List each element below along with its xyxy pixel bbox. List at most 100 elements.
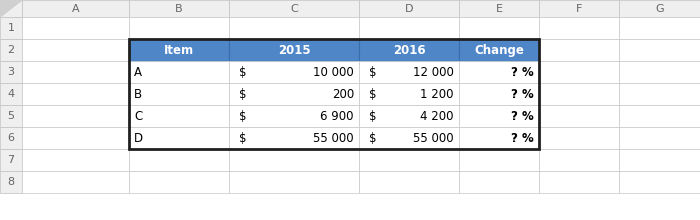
Text: 2015: 2015 — [278, 44, 310, 57]
Bar — [229, 149, 359, 171]
Bar — [22, 17, 129, 39]
Bar — [229, 127, 359, 149]
Bar — [459, 83, 539, 105]
Text: C: C — [134, 110, 142, 123]
Bar — [129, 61, 229, 83]
Bar — [129, 39, 229, 61]
Bar — [229, 83, 359, 105]
Bar — [359, 127, 459, 149]
Bar — [359, 83, 459, 105]
Bar — [229, 17, 359, 39]
Text: 6 900: 6 900 — [321, 110, 354, 123]
Text: $: $ — [369, 88, 377, 101]
Bar — [359, 61, 459, 83]
Text: 10 000: 10 000 — [314, 66, 354, 79]
Bar — [359, 0, 459, 17]
Bar — [459, 61, 539, 83]
Bar — [539, 127, 619, 149]
Text: 12 000: 12 000 — [413, 66, 454, 79]
Text: 2: 2 — [8, 45, 15, 55]
Bar — [0, 83, 22, 105]
Bar — [0, 105, 22, 127]
Bar — [22, 127, 129, 149]
Polygon shape — [0, 0, 22, 17]
Bar — [459, 39, 539, 61]
Bar — [129, 39, 229, 61]
Bar — [459, 17, 539, 39]
Text: $: $ — [239, 88, 246, 101]
Bar — [129, 83, 229, 105]
Text: 1: 1 — [8, 23, 15, 33]
Bar — [539, 39, 619, 61]
Text: 4: 4 — [8, 89, 15, 99]
Bar — [359, 127, 459, 149]
Bar — [359, 105, 459, 127]
Text: ? %: ? % — [511, 88, 534, 101]
Bar — [0, 149, 22, 171]
Text: A: A — [134, 66, 142, 79]
Bar — [539, 61, 619, 83]
Bar — [22, 61, 129, 83]
Bar — [22, 105, 129, 127]
Bar — [539, 0, 619, 17]
Bar — [619, 83, 700, 105]
Text: $: $ — [369, 110, 377, 123]
Text: B: B — [134, 88, 142, 101]
Bar — [129, 171, 229, 193]
Text: Item: Item — [164, 44, 194, 57]
Text: E: E — [496, 4, 503, 13]
Bar — [539, 83, 619, 105]
Bar — [22, 83, 129, 105]
Bar — [129, 105, 229, 127]
Text: 55 000: 55 000 — [414, 132, 454, 145]
Bar — [459, 127, 539, 149]
Bar — [129, 127, 229, 149]
Text: F: F — [576, 4, 582, 13]
Bar — [459, 105, 539, 127]
Text: 4 200: 4 200 — [421, 110, 454, 123]
Bar — [619, 17, 700, 39]
Bar — [0, 61, 22, 83]
Text: B: B — [175, 4, 183, 13]
Bar — [459, 149, 539, 171]
Bar — [539, 17, 619, 39]
Bar — [22, 0, 129, 17]
Bar — [129, 17, 229, 39]
Bar — [359, 39, 459, 61]
Bar — [459, 105, 539, 127]
Bar — [359, 61, 459, 83]
Bar — [619, 105, 700, 127]
Bar — [229, 61, 359, 83]
Bar — [0, 39, 22, 61]
Bar — [619, 0, 700, 17]
Bar — [129, 105, 229, 127]
Text: 7: 7 — [8, 155, 15, 165]
Bar — [229, 39, 359, 61]
Text: G: G — [655, 4, 664, 13]
Text: ? %: ? % — [511, 132, 534, 145]
Text: $: $ — [239, 110, 246, 123]
Text: $: $ — [239, 132, 246, 145]
Bar — [359, 171, 459, 193]
Text: 5: 5 — [8, 111, 15, 121]
Bar — [129, 83, 229, 105]
Text: 200: 200 — [332, 88, 354, 101]
Bar — [619, 61, 700, 83]
Bar — [359, 105, 459, 127]
Bar — [22, 149, 129, 171]
Bar — [359, 149, 459, 171]
Bar — [229, 105, 359, 127]
Bar — [0, 0, 22, 17]
Bar — [539, 105, 619, 127]
Bar — [459, 0, 539, 17]
Bar — [359, 39, 459, 61]
Bar — [129, 127, 229, 149]
Text: D: D — [405, 4, 413, 13]
Bar — [129, 0, 229, 17]
Text: A: A — [71, 4, 79, 13]
Bar — [229, 105, 359, 127]
Text: ? %: ? % — [511, 66, 534, 79]
Text: 6: 6 — [8, 133, 15, 143]
Text: ? %: ? % — [511, 110, 534, 123]
Bar — [459, 39, 539, 61]
